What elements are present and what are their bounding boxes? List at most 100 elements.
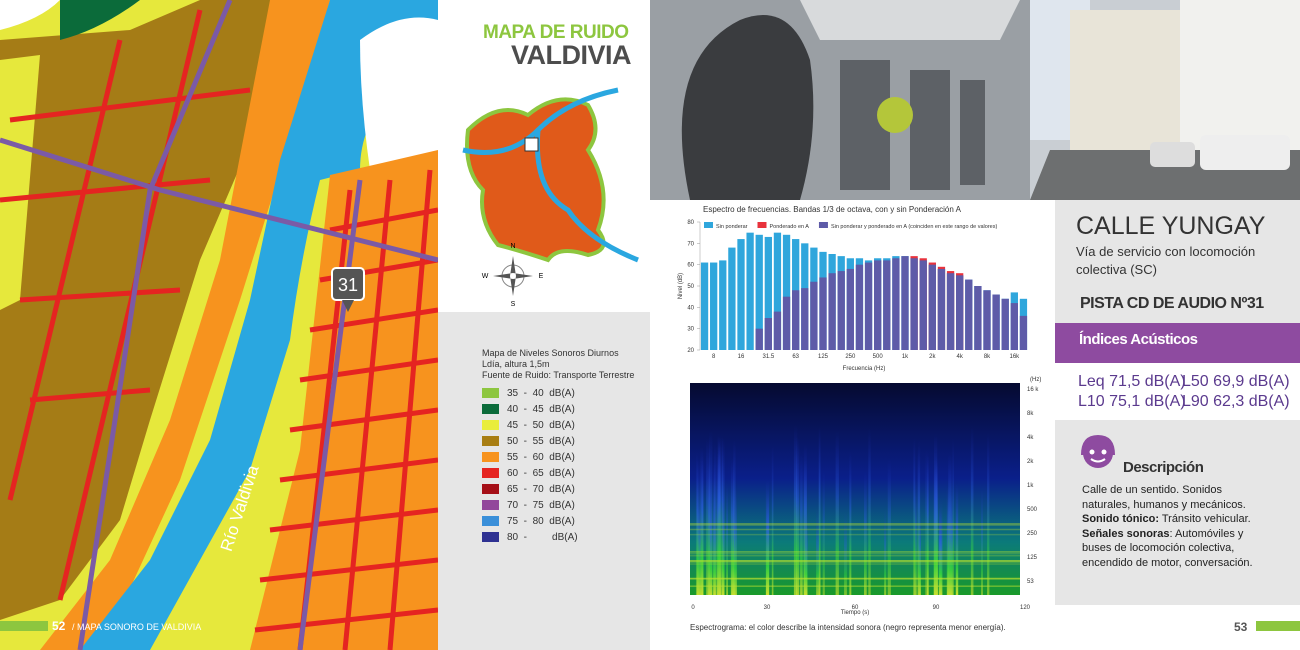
y-tick-label: 50 (687, 284, 694, 290)
spectrogram-x-tick: 120 (1020, 605, 1031, 611)
index-value: Leq 71,5 dB(A) (1078, 373, 1186, 390)
spectrogram (690, 383, 1020, 595)
x-tick-label: 4k (956, 354, 963, 360)
legend-swatch (757, 222, 767, 228)
spectrogram-band (690, 552, 1020, 555)
spectrogram-streak (950, 486, 953, 595)
description-run: Señales sonoras (1082, 527, 1170, 540)
bar (819, 277, 827, 350)
location-subtitle: Vía de servicio con locomoción colectiva… (1076, 244, 1256, 277)
spectrogram-x-tick: 0 (691, 605, 695, 611)
legend-swatch (482, 420, 499, 430)
legend-swatch (818, 222, 828, 228)
legend-item: 70 - 75 dB(A) (482, 497, 578, 513)
footer-title: / MAPA SONORO DE VALDIVIA (72, 622, 202, 632)
y-tick-label: 60 (687, 263, 694, 269)
page-number: 53 (1234, 620, 1248, 634)
bar (956, 275, 964, 350)
main-roads (0, 0, 438, 650)
bar (1019, 315, 1028, 350)
map-zone (360, 17, 438, 170)
spectrogram-streak (696, 460, 700, 595)
spectrogram-streak (795, 437, 800, 595)
legend-line: Mapa de Niveles Sonoros Diurnos (482, 348, 619, 358)
spectrogram-streak (955, 484, 959, 595)
bar (728, 247, 736, 350)
bar (755, 234, 763, 350)
street-photo (650, 0, 1300, 200)
description-run: Sonido tónico: (1082, 513, 1159, 525)
legend-swatch (482, 404, 499, 414)
legend-header: Mapa de Niveles Sonoros Diurnos Ldía, al… (482, 348, 634, 381)
spectrogram-band (690, 561, 1020, 563)
spectrogram-streak (707, 462, 711, 595)
legend-item: 55 - 60 dB(A) (482, 449, 578, 465)
legend-label: 50 - 55 dB(A) (507, 435, 575, 447)
chart-title: Espectro de frecuencias. Bandas 1/3 de o… (703, 205, 962, 214)
bar (846, 268, 854, 350)
spectrogram-streak (800, 453, 803, 595)
bar (810, 281, 818, 350)
legend-swatch (482, 388, 499, 398)
bar (773, 232, 782, 350)
bar (983, 290, 991, 350)
spectrogram-band (690, 528, 1020, 531)
indices-box (1055, 363, 1300, 420)
x-tick-label: 31.5 (762, 354, 774, 360)
spectrogram-streak (730, 458, 735, 595)
legend-swatch (482, 484, 499, 494)
legend-item: 60 - 65 dB(A) (482, 465, 578, 481)
spectrogram-streak (716, 452, 719, 595)
legend-panel: Mapa de Niveles Sonoros Diurnos Ldía, al… (438, 312, 650, 650)
y-tick-label: 30 (687, 327, 694, 333)
spectrogram-band (690, 551, 1020, 553)
spectrogram-streak (938, 506, 942, 595)
mini-map: N E S W (462, 87, 639, 308)
spectrogram-streak (913, 438, 916, 595)
spectrogram-streak (771, 444, 774, 595)
y-tick-label: 20 (687, 348, 694, 354)
bar (710, 262, 718, 350)
mini-river (462, 87, 639, 263)
spectrogram-streak (868, 427, 871, 595)
legend-label: 60 - 65 dB(A) (507, 467, 575, 479)
description-icon (1081, 434, 1115, 468)
footer-bar (0, 621, 48, 631)
kicker: MAPA DE RUIDO (483, 22, 629, 43)
spectrogram-streak (970, 425, 974, 595)
description-text: Calle de un sentido. Sonidos naturales, … (1082, 483, 1267, 570)
spectrogram-streak (933, 467, 937, 595)
description-run: : Automóviles y buses de locomoción cole… (1082, 527, 1253, 569)
spectrogram-streak (925, 449, 929, 595)
bar (746, 232, 754, 350)
spectrogram-streak (793, 424, 798, 595)
footer-bar (1256, 621, 1300, 631)
photo-car (1150, 142, 1195, 167)
spectrogram-caption: Espectrograma: el color describe la inte… (690, 623, 1006, 632)
legend-item: 45 - 50 dB(A) (482, 417, 578, 433)
photo-building (1180, 0, 1300, 150)
bar (828, 273, 836, 350)
spectrogram-x-tick: 30 (764, 605, 771, 611)
x-tick-label: 1k (902, 354, 909, 360)
bar (928, 264, 936, 350)
x-tick-label: 500 (873, 354, 884, 360)
photo-building (1070, 10, 1180, 155)
compass-s: S (511, 301, 516, 308)
spectrogram-streak (884, 509, 887, 595)
legend-label: 45 - 50 dB(A) (507, 419, 575, 431)
spectrogram-streak (822, 468, 825, 595)
indices-heading: Índices Acústicos (1079, 331, 1198, 348)
map-zone (40, 0, 330, 650)
legend-label: 35 - 40 dB(A) (507, 387, 575, 399)
legend-label: 70 - 75 dB(A) (507, 499, 575, 511)
legend-item: 35 - 40 dB(A) (482, 385, 578, 401)
bar (946, 273, 955, 350)
bar (764, 236, 772, 350)
spectrogram-band (690, 578, 1020, 580)
spectrogram-streak (816, 508, 820, 595)
spectrogram-y-tick: 16 k (1027, 387, 1039, 393)
description-run: Calle de un sentido. Sonidos naturales, … (1082, 484, 1246, 511)
spectrogram-streak (733, 486, 737, 595)
